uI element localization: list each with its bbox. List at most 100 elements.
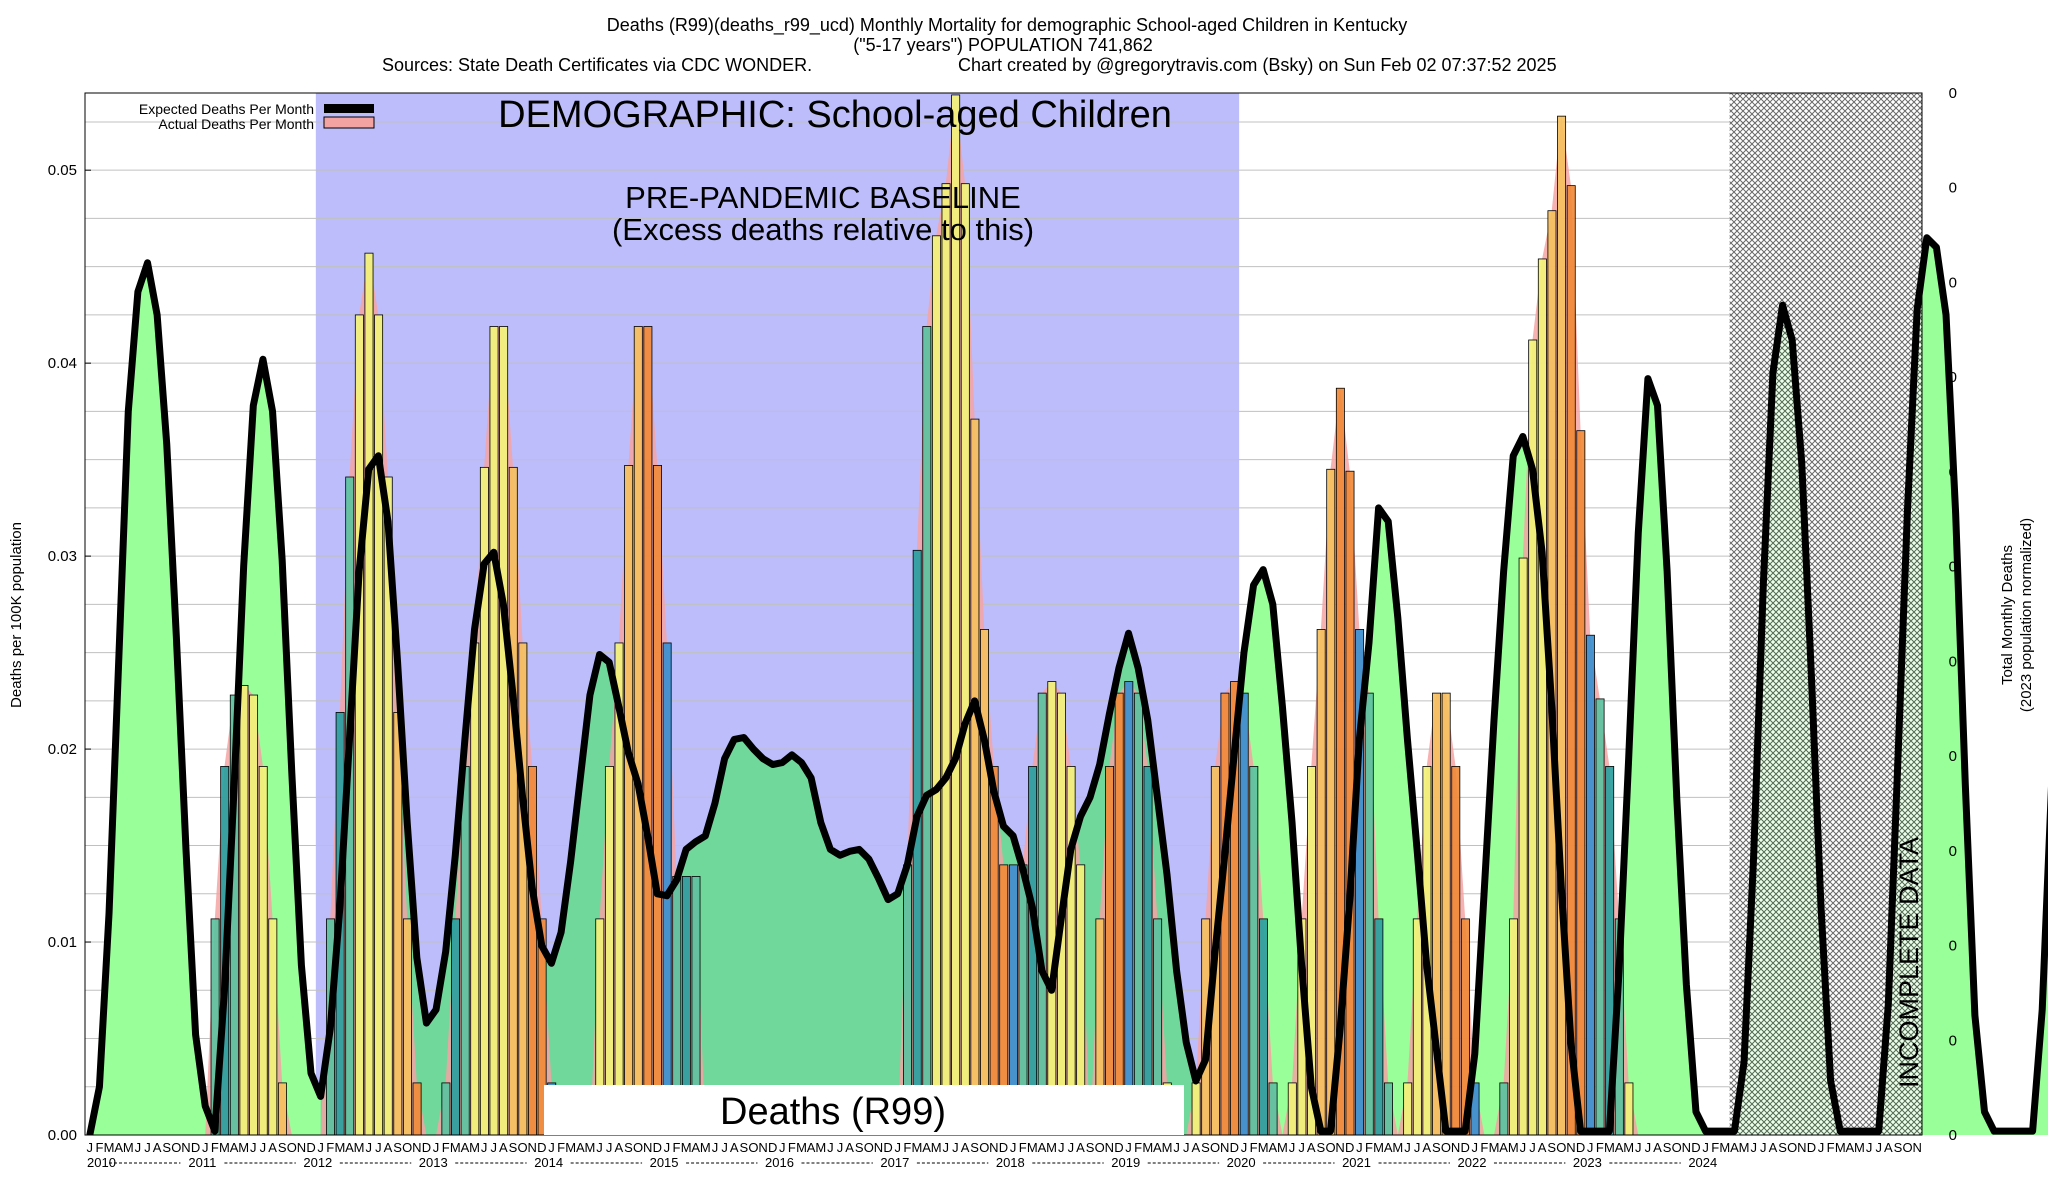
y-tick-label: 0.05 — [48, 162, 77, 179]
x-month-label: F — [557, 1140, 565, 1155]
x-month-label: D — [1807, 1140, 1816, 1155]
chart-sources: Sources: State Death Certificates via CD… — [382, 55, 812, 75]
actual-bar — [1364, 692, 1374, 1136]
x-month-label: A — [1076, 1140, 1085, 1155]
x-month-label: J — [481, 1140, 488, 1155]
actual-bar — [1403, 1082, 1413, 1136]
x-month-label: J — [1760, 1140, 1767, 1155]
x-month-label: J — [1404, 1140, 1411, 1155]
x-month-label: F — [673, 1140, 681, 1155]
actual-bar — [1268, 1082, 1278, 1136]
x-month-label: N — [1451, 1140, 1460, 1155]
x-month-label: S — [1201, 1140, 1210, 1155]
x-month-label: D — [1691, 1140, 1700, 1155]
actual-bar — [1576, 430, 1586, 1136]
x-month-label: J — [1356, 1140, 1363, 1155]
x-month-label: M — [1604, 1140, 1615, 1155]
x-month-label: F — [95, 1140, 103, 1155]
x-month-label: N — [1335, 1140, 1344, 1155]
x-month-label: J — [260, 1140, 267, 1155]
actual-bar — [1441, 692, 1451, 1136]
actual-bar — [1124, 681, 1134, 1136]
x-year-label: 2017 — [880, 1155, 909, 1170]
x-month-label: J — [596, 1140, 603, 1155]
actual-bar — [633, 326, 643, 1136]
x-month-label: M — [796, 1140, 807, 1155]
x-year-label: 2013 — [419, 1155, 448, 1170]
cause-label-box — [544, 1085, 1184, 1135]
legend-actual-swatch — [323, 116, 375, 129]
x-month-label: F — [1596, 1140, 1604, 1155]
actual-bar — [989, 766, 999, 1136]
x-month-label: A — [1422, 1140, 1431, 1155]
actual-bar — [951, 94, 961, 1136]
x-month-label: M — [1739, 1140, 1750, 1155]
x-month-label: F — [326, 1140, 334, 1155]
x-month-label: J — [1645, 1140, 1652, 1155]
x-month-label: S — [1663, 1140, 1672, 1155]
x-month-label: A — [1615, 1140, 1624, 1155]
x-month-label: O — [1095, 1140, 1105, 1155]
y-tick-label: 0.01 — [48, 934, 77, 951]
x-month-label: F — [1827, 1140, 1835, 1155]
legend-expected-swatch — [324, 104, 374, 113]
x-year-label: 2011 — [188, 1155, 216, 1170]
x-month-label: A — [1038, 1140, 1047, 1155]
x-month-label: F — [788, 1140, 796, 1155]
x-year-label: 2018 — [996, 1155, 1025, 1170]
x-month-label: F — [1134, 1140, 1142, 1155]
baseline-annotation-line1: PRE-PANDEMIC BASELINE — [625, 180, 1021, 215]
legend-expected-label: Expected Deaths Per Month — [139, 101, 314, 117]
actual-bar — [1537, 258, 1547, 1136]
x-month-label: M — [931, 1140, 942, 1155]
x-month-label: A — [268, 1140, 277, 1155]
x-month-label: J — [548, 1140, 555, 1155]
x-month-label: M — [1854, 1140, 1865, 1155]
actual-bar — [1499, 1082, 1509, 1136]
x-month-label: N — [643, 1140, 652, 1155]
x-month-label: S — [970, 1140, 979, 1155]
x-month-label: N — [412, 1140, 421, 1155]
x-month-label: M — [1142, 1140, 1153, 1155]
x-month-label: O — [1672, 1140, 1682, 1155]
actual-bar — [1451, 766, 1461, 1136]
actual-bar — [931, 235, 941, 1136]
actual-bar — [624, 465, 634, 1136]
x-month-label: A — [1153, 1140, 1162, 1155]
actual-bar — [402, 918, 412, 1136]
actual-bar — [1105, 766, 1115, 1136]
x-month-label: J — [1635, 1140, 1642, 1155]
actual-bar — [1287, 1082, 1297, 1136]
x-month-label: N — [1220, 1140, 1229, 1155]
actual-bar — [249, 694, 259, 1136]
actual-bar — [653, 465, 662, 1136]
x-month-label: A — [845, 1140, 854, 1155]
x-month-label: N — [181, 1140, 190, 1155]
actual-bar — [1316, 629, 1326, 1136]
x-month-label: A — [1884, 1140, 1893, 1155]
actual-bar — [960, 183, 970, 1136]
actual-bar — [1374, 918, 1384, 1136]
x-month-label: F — [903, 1140, 911, 1155]
x-month-label: F — [1365, 1140, 1373, 1155]
x-month-label: J — [827, 1140, 834, 1155]
x-month-label: A — [1192, 1140, 1201, 1155]
x-month-label: J — [1241, 1140, 1248, 1155]
x-month-label: J — [721, 1140, 728, 1155]
actual-bar — [970, 418, 980, 1136]
x-month-label: D — [306, 1140, 315, 1155]
x-month-label: M — [1623, 1140, 1634, 1155]
actual-bar — [1585, 634, 1595, 1136]
x-month-label: J — [1472, 1140, 1479, 1155]
y-tick-label: 0.03 — [48, 548, 77, 565]
actual-bar — [980, 629, 989, 1136]
y2-tick-label: 0 — [1949, 1032, 1957, 1049]
x-year-label: 2024 — [1688, 1155, 1717, 1170]
y-axis-title: Deaths per 100K population — [8, 522, 25, 708]
x-month-label: J — [375, 1140, 382, 1155]
y2-tick-label: 0 — [1949, 843, 1957, 860]
x-month-label: M — [219, 1140, 230, 1155]
x-month-label: A — [1384, 1140, 1393, 1155]
